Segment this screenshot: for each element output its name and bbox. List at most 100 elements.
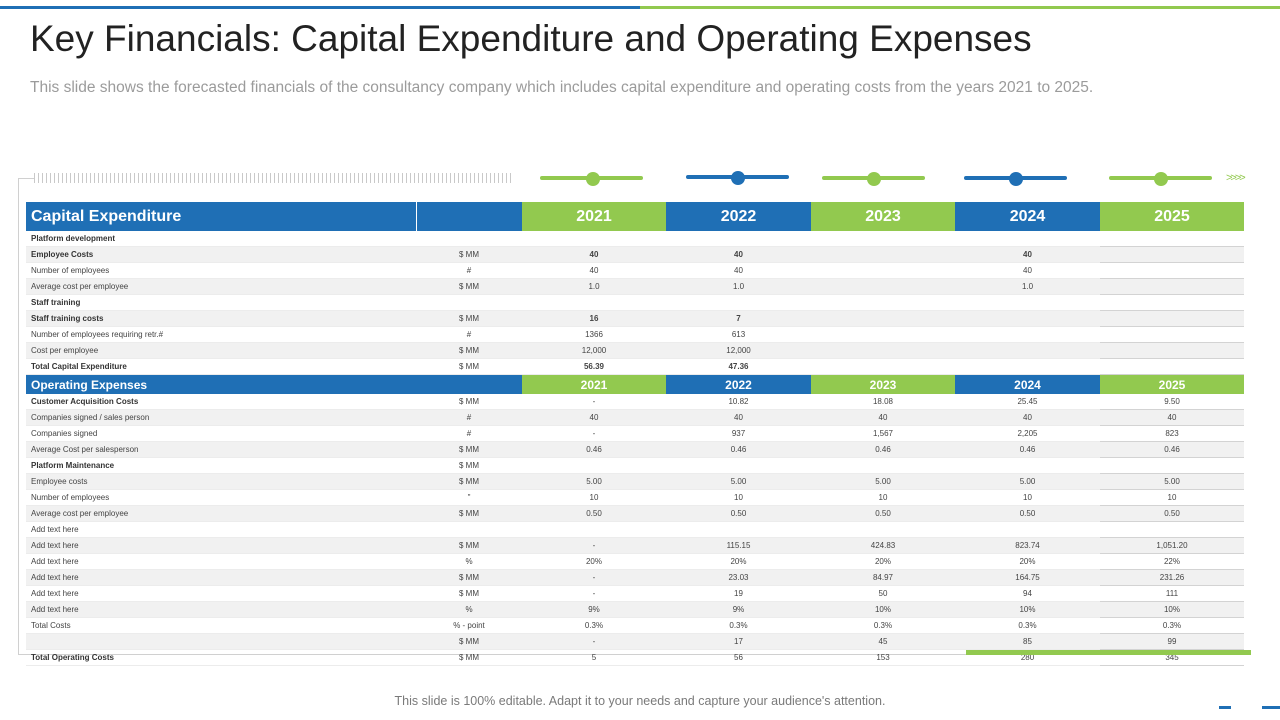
frame-top-edge [18, 178, 34, 179]
opex-section: Operating Expenses 2021 2022 2023 2024 2… [26, 374, 1244, 666]
value-cell: - [522, 394, 666, 410]
value-cell: 40 [666, 246, 811, 263]
value-cell: 5.00 [955, 473, 1100, 490]
value-cell [666, 521, 811, 538]
row-label: Add text here [26, 601, 416, 618]
table-row: Employee Costs $ MM 40 40 40 [26, 246, 1244, 263]
capex-title: Capital Expenditure [26, 202, 417, 231]
value-cell: 40 [811, 409, 955, 426]
value-cell [955, 358, 1100, 375]
capex-section: Capital Expenditure 2021 2022 2023 2024 … [26, 202, 1244, 375]
value-cell: 19 [666, 585, 811, 602]
row-label: Total Costs [26, 617, 416, 634]
value-cell: 0.46 [811, 441, 955, 458]
value-cell: 115.15 [666, 537, 811, 554]
opex-year-header: 2025 [1100, 374, 1244, 394]
value-cell: 5.00 [1100, 473, 1244, 490]
row-label: Companies signed [26, 425, 416, 442]
row-label: Customer Acquisition Costs [26, 394, 416, 410]
table-row: Add text here $ MM -23.03 84.97 164.75 231.26 [26, 569, 1244, 586]
financials-table: Capital Expenditure 2021 2022 2023 2024 … [26, 202, 1244, 666]
value-cell [955, 457, 1100, 474]
table-row: Platform Maintenance $ MM [26, 457, 1244, 474]
value-cell: 16 [522, 310, 666, 327]
value-cell [1100, 457, 1244, 474]
value-cell [522, 457, 666, 474]
value-cell: 823 [1100, 425, 1244, 442]
value-cell: 20% [666, 553, 811, 570]
value-cell: 40 [522, 409, 666, 426]
table-row: Platform development [26, 231, 1244, 247]
value-cell: 0.46 [955, 441, 1100, 458]
value-cell: 40 [522, 246, 666, 263]
value-cell: 20% [811, 553, 955, 570]
table-row: Customer Acquisition Costs $ MM -10.82 18.0… [26, 394, 1244, 410]
row-unit: $ MM [416, 278, 522, 295]
value-cell: 1.0 [955, 278, 1100, 295]
value-cell: 0.46 [1100, 441, 1244, 458]
table-row: Add text here% 20% 20% 20% 20% 22% [26, 553, 1244, 570]
value-cell [811, 246, 955, 263]
value-cell: 1.0 [522, 278, 666, 295]
row-label: Average Cost per salesperson [26, 441, 416, 458]
value-cell: 45 [811, 633, 955, 650]
table-row: Number of employees requiring retr.# #136… [26, 326, 1244, 343]
row-label: Total Capital Expenditure [26, 358, 416, 375]
value-cell: 40 [955, 262, 1100, 279]
row-unit: % [416, 553, 522, 570]
row-unit: # [416, 326, 522, 343]
value-cell: 10% [811, 601, 955, 618]
row-unit: $ MM [416, 457, 522, 474]
value-cell: - [522, 425, 666, 442]
value-cell [811, 231, 955, 247]
row-label [26, 633, 416, 650]
value-cell [811, 262, 955, 279]
table-row: Employee costs $ MM 5.00 5.00 5.00 5.00 5.00 [26, 473, 1244, 490]
value-cell: 111 [1100, 585, 1244, 602]
row-unit: # [416, 262, 522, 279]
row-label: Add text here [26, 537, 416, 554]
value-cell [811, 342, 955, 359]
value-cell: 153 [811, 649, 955, 666]
value-cell: 10 [522, 489, 666, 506]
table-row: Average Cost per salesperson $ MM 0.46 0.46… [26, 441, 1244, 458]
table-row: Cost per employee $ MM 12,000 12,000 [26, 342, 1244, 359]
value-cell: - [522, 585, 666, 602]
row-label: Number of employees requiring retr.# [26, 326, 416, 343]
row-unit: " [416, 489, 522, 506]
value-cell: 5 [522, 649, 666, 666]
capex-year-header: 2022 [666, 202, 811, 231]
row-label: Add text here [26, 569, 416, 586]
value-cell: 0.3% [955, 617, 1100, 634]
value-cell [1100, 294, 1244, 311]
opex-year-header: 2021 [522, 374, 666, 394]
table-row: Add text here [26, 521, 1244, 538]
value-cell [1100, 246, 1244, 263]
value-cell: 823.74 [955, 537, 1100, 554]
row-unit: % [416, 601, 522, 618]
row-label: Platform development [26, 231, 416, 247]
timeline-hatch [34, 173, 514, 183]
value-cell: 0.50 [1100, 505, 1244, 522]
top-accent-bar-green [640, 6, 1280, 9]
value-cell [1100, 231, 1244, 247]
row-unit [416, 294, 522, 311]
row-label: Number of employees [26, 262, 416, 279]
row-label: Cost per employee [26, 342, 416, 359]
value-cell: 10 [1100, 489, 1244, 506]
value-cell [811, 278, 955, 295]
capex-year-header: 2025 [1100, 202, 1244, 231]
opex-header-row: Operating Expenses 2021 2022 2023 2024 2… [26, 374, 1244, 394]
row-unit [416, 231, 522, 247]
row-label: Staff training costs [26, 310, 416, 327]
value-cell [811, 326, 955, 343]
capex-year-header: 2021 [522, 202, 666, 231]
value-cell: 47.36 [666, 358, 811, 375]
value-cell: 613 [666, 326, 811, 343]
opex-title: Operating Expenses [26, 374, 522, 394]
value-cell [955, 294, 1100, 311]
value-cell: 5.00 [522, 473, 666, 490]
value-cell: 40 [666, 409, 811, 426]
corner-mark [1219, 706, 1231, 709]
value-cell: 40 [522, 262, 666, 279]
